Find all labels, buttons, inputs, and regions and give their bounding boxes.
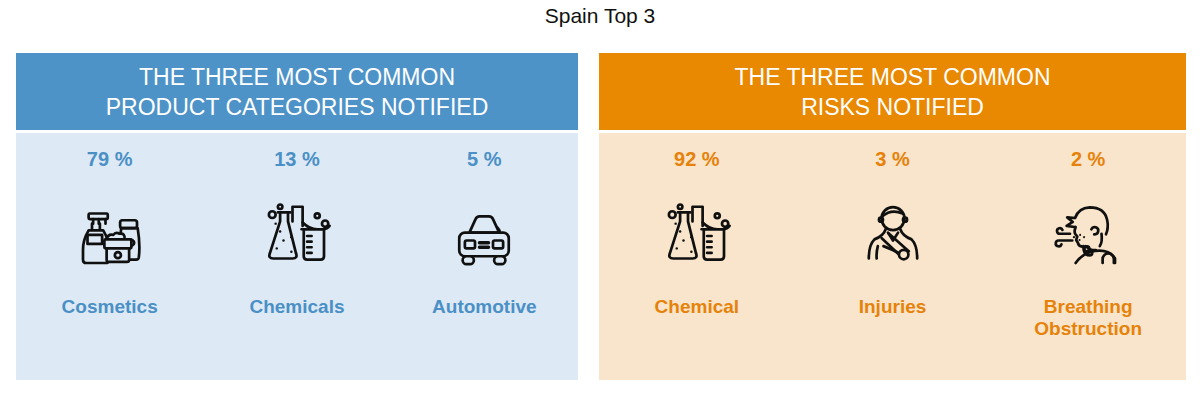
- stat-item-injuries: 3 % Injuries: [795, 133, 991, 380]
- panel-risks-body: 92 %: [599, 133, 1186, 380]
- cosmetics-icon: [74, 200, 146, 272]
- header-line-2: RISKS NOTIFIED: [599, 92, 1186, 122]
- stat-item-cosmetics: 79 % Cosmetics: [16, 133, 203, 380]
- stat-item-automotive: 5 % Automotive: [391, 133, 578, 380]
- stat-label: Automotive: [432, 296, 537, 318]
- injured-person-icon: [857, 200, 929, 272]
- header-line-1: THE THREE MOST COMMON: [599, 62, 1186, 92]
- stat-percent: 79 %: [87, 148, 133, 170]
- stat-item-chemicals: 13 %: [203, 133, 390, 380]
- page-title: Spain Top 3: [0, 4, 1200, 28]
- panel-risks: THE THREE MOST COMMON RISKS NOTIFIED 92 …: [599, 53, 1186, 380]
- stat-label: Cosmetics: [62, 296, 158, 318]
- stat-label: Injuries: [859, 296, 927, 318]
- panel-product-categories: THE THREE MOST COMMON PRODUCT CATEGORIES…: [16, 53, 578, 380]
- stat-percent: 2 %: [1071, 148, 1105, 170]
- stat-label: Chemicals: [249, 296, 344, 318]
- stat-label: Breathing Obstruction: [1024, 296, 1152, 340]
- stat-label: Chemical: [655, 296, 739, 318]
- chemistry-flask-icon: [261, 200, 333, 272]
- stat-percent: 92 %: [674, 148, 720, 170]
- stat-percent: 3 %: [875, 148, 909, 170]
- chemistry-flask-icon: [661, 200, 733, 272]
- panel-risks-header: THE THREE MOST COMMON RISKS NOTIFIED: [599, 53, 1186, 130]
- stat-item-breathing-obstruction: 2 %: [990, 133, 1186, 380]
- car-icon: [448, 200, 520, 272]
- stat-item-chemical-risk: 92 %: [599, 133, 795, 380]
- header-line-1: THE THREE MOST COMMON: [16, 62, 578, 92]
- stat-percent: 13 %: [274, 148, 320, 170]
- coughing-person-icon: [1052, 200, 1124, 272]
- panel-product-categories-body: 79 % Cosmetics: [16, 133, 578, 380]
- stat-percent: 5 %: [467, 148, 501, 170]
- header-line-2: PRODUCT CATEGORIES NOTIFIED: [16, 92, 578, 122]
- panel-product-categories-header: THE THREE MOST COMMON PRODUCT CATEGORIES…: [16, 53, 578, 130]
